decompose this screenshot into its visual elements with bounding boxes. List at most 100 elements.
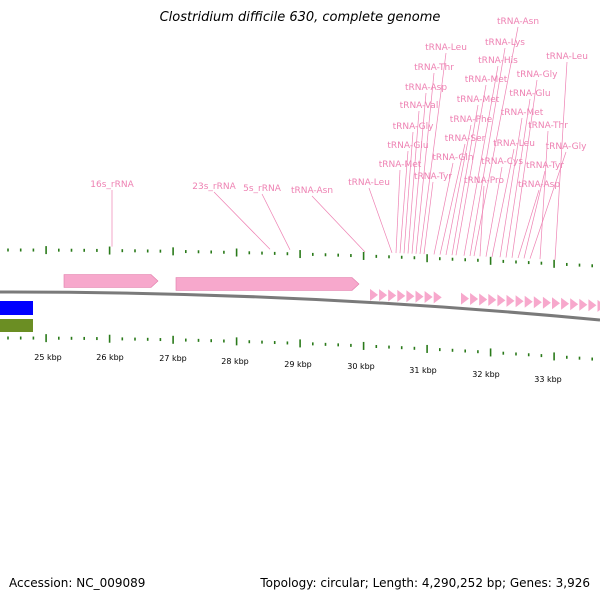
leader-line <box>473 26 519 257</box>
kbp-scale: 25 kbp 26 kbp 27 kbp 28 kbp 29 kbp 30 kbp 31 k… <box>34 353 562 384</box>
feature-trna <box>506 294 515 307</box>
gene-label: tRNA-His <box>478 56 518 66</box>
genome-title: Clostridium difficile 630, complete geno… <box>159 10 441 25</box>
leader-line <box>451 104 479 256</box>
accession-text: Accession: NC_009089 <box>9 576 146 590</box>
gene-label: tRNA-Asp <box>518 180 560 190</box>
gene-label: 23s_rRNA <box>192 182 236 192</box>
scale-label: 27 kbp <box>159 354 187 363</box>
gene-label: tRNA-Asp <box>405 83 447 93</box>
gene-label: tRNA-Thr <box>414 63 454 73</box>
feature-trna <box>561 297 570 310</box>
scale-label: 29 kbp <box>284 360 312 369</box>
gene-label: tRNA-Cys <box>481 157 523 167</box>
backbone-line <box>0 290 600 322</box>
gene-label: tRNA-Gly <box>546 142 588 152</box>
gene-label: tRNA-Phe <box>450 115 493 125</box>
gene-label: tRNA-Leu <box>348 178 390 188</box>
leader-line <box>469 47 506 256</box>
leader-line <box>399 150 409 254</box>
feature-trna <box>397 289 406 302</box>
feature-trna <box>552 297 560 310</box>
feature-trna <box>579 298 588 311</box>
feature-trna <box>488 293 497 306</box>
scale-label: 31 kbp <box>409 366 437 375</box>
feature-trna <box>461 292 469 305</box>
feature-trna <box>497 294 506 307</box>
topology-text: Topology: circular; Length: 4,290,252 bp… <box>260 576 590 590</box>
leader-line <box>407 110 420 254</box>
leader-line <box>529 151 567 259</box>
gene-label: 16s_rRNA <box>90 180 134 190</box>
feature-trna <box>588 299 597 312</box>
leader-line <box>403 131 414 254</box>
leader-line <box>505 98 531 258</box>
leader-line <box>455 84 487 256</box>
scale-label: 33 kbp <box>534 375 562 384</box>
gene-label: tRNA-Gln <box>432 153 473 163</box>
leader-line <box>213 191 271 250</box>
gene-label: tRNA-Ser <box>445 134 486 144</box>
feature-trna <box>470 293 479 306</box>
feature-trna <box>379 289 388 302</box>
leader-line <box>523 170 546 259</box>
feature-16s-rrna <box>63 274 159 288</box>
leader-line <box>499 117 523 258</box>
gene-label: tRNA-Glu <box>387 141 428 151</box>
gene-label: tRNA-Glu <box>509 89 550 99</box>
gene-label: 5s_rRNA <box>243 184 282 194</box>
leader-line <box>511 79 538 258</box>
leader-line <box>311 195 366 253</box>
feature-trna <box>406 290 415 303</box>
feature-trna <box>424 291 433 304</box>
gene-label: tRNA-Met <box>457 95 500 105</box>
gene-label: tRNA-Lys <box>485 38 525 48</box>
leader-line <box>423 181 434 255</box>
scale-label: 25 kbp <box>34 353 62 362</box>
feature-trna <box>370 288 378 301</box>
scale-label: 30 kbp <box>347 362 375 371</box>
scale-label: 26 kbp <box>96 353 124 362</box>
leader-line <box>445 124 472 256</box>
leader-line <box>411 92 427 254</box>
leader-line <box>539 130 549 260</box>
feature-trna <box>524 295 533 308</box>
scale-label: 32 kbp <box>472 370 500 379</box>
scale-label: 28 kbp <box>221 357 249 366</box>
feature-23s-rrna <box>175 277 360 291</box>
feature-trna <box>433 291 442 304</box>
leader-line <box>479 185 485 257</box>
gene-label: tRNA-Gly <box>517 70 559 80</box>
gene-label: tRNA-Val <box>400 101 439 111</box>
label-leader-lines <box>111 26 568 260</box>
gene-label: tRNA-Tyr <box>526 161 564 171</box>
feature-trna <box>515 295 524 308</box>
genome-backbone <box>0 290 600 322</box>
gene-label: tRNA-Tyr <box>414 172 452 182</box>
feature-trna <box>415 290 424 303</box>
leader-line <box>554 61 568 260</box>
leader-line <box>491 148 515 257</box>
legend-swatch-olive <box>0 319 33 332</box>
features-track <box>63 274 600 312</box>
gene-label: tRNA-Met <box>379 160 422 170</box>
leader-line <box>395 169 401 254</box>
leader-line <box>261 193 291 250</box>
leader-line <box>517 189 540 259</box>
gene-label: tRNA-Leu <box>493 139 535 149</box>
feature-trna <box>542 296 551 309</box>
tick-row-bottom <box>7 334 594 361</box>
legend-swatch-blue <box>0 301 33 315</box>
leader-line <box>485 166 503 257</box>
gene-label: tRNA-Leu <box>425 43 467 53</box>
gene-label: tRNA-Thr <box>528 121 568 131</box>
leader-line <box>439 143 466 255</box>
legend-swatches <box>0 301 33 332</box>
feature-trna <box>570 298 579 311</box>
gene-label: tRNA-Asn <box>291 186 333 196</box>
leader-line <box>419 52 447 254</box>
feature-trna <box>479 293 488 306</box>
gene-label: tRNA-Gly <box>393 122 435 132</box>
gene-label: tRNA-Met <box>465 75 508 85</box>
